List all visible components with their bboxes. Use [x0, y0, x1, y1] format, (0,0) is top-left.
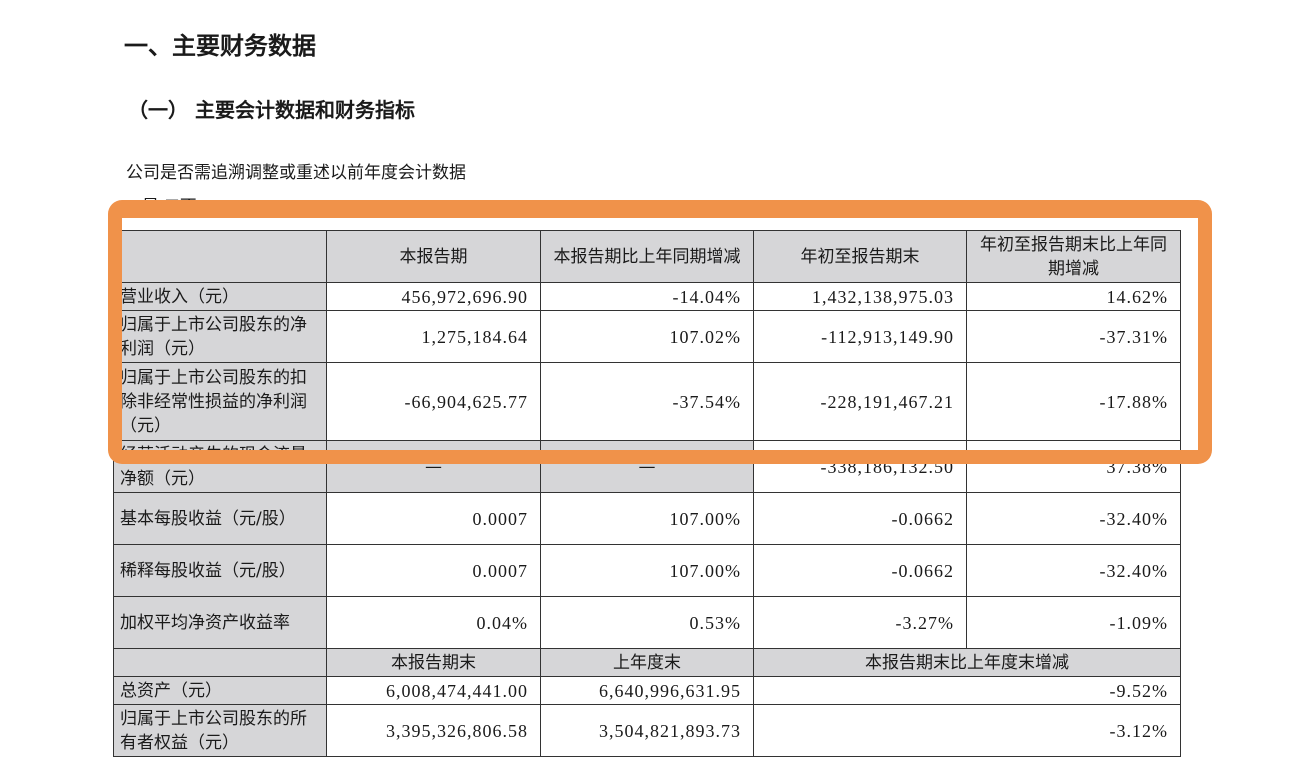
row-label: 加权平均净资产收益率	[113, 596, 327, 649]
question-text: 公司是否需追溯调整或重述以前年度会计数据	[126, 163, 466, 183]
value-cell: 0.0007	[326, 492, 541, 545]
value-cell: -0.0662	[753, 492, 967, 545]
value-cell: -3.27%	[753, 596, 967, 649]
row-label: 归属于上市公司股东的扣除非经常性损益的净利润（元）	[113, 362, 327, 441]
value-cell: 3,395,326,806.58	[326, 704, 541, 757]
row-label: 营业收入（元）	[113, 282, 327, 311]
section-title: 一、主要财务数据	[124, 32, 316, 60]
value-cell: 0.53%	[540, 596, 754, 649]
value-cell: 6,640,996,631.95	[540, 676, 754, 705]
value-cell: -66,904,625.77	[326, 362, 541, 441]
value-cell: 14.62%	[966, 282, 1181, 311]
value-cell: 107.00%	[540, 544, 754, 597]
value-cell: 37.38%	[966, 440, 1181, 493]
value-cell: -14.04%	[540, 282, 754, 311]
header-cell: 本报告期末	[326, 648, 541, 677]
row-label: 基本每股收益（元/股）	[113, 492, 327, 545]
value-cell: -17.88%	[966, 362, 1181, 441]
table-row: 归属于上市公司股东的所有者权益（元） 3,395,326,806.58 3,50…	[113, 704, 1181, 757]
header-cell: 本报告期比上年同期增减	[540, 230, 754, 283]
header-cell	[113, 230, 327, 283]
financial-data-table: 本报告期 本报告期比上年同期增减 年初至报告期末 年初至报告期末比上年同期增减 …	[113, 230, 1181, 757]
value-cell: -32.40%	[966, 544, 1181, 597]
subsection-title: （一） 主要会计数据和财务指标	[128, 98, 415, 122]
value-cell: —	[540, 440, 754, 493]
table-row: 基本每股收益（元/股） 0.0007 107.00% -0.0662 -32.40%	[113, 492, 1181, 545]
value-cell: 0.04%	[326, 596, 541, 649]
header-cell: 年初至报告期末比上年同期增减	[966, 230, 1181, 283]
value-cell: -338,186,132.50	[753, 440, 967, 493]
table-subheader-row: 本报告期末 上年度末 本报告期末比上年度末增减	[113, 648, 1181, 677]
table-row: 稀释每股收益（元/股） 0.0007 107.00% -0.0662 -32.40%	[113, 544, 1181, 597]
value-cell: 107.02%	[540, 310, 754, 363]
header-cell: 上年度末	[540, 648, 754, 677]
row-label: 经营活动产生的现金流量净额（元）	[113, 440, 327, 493]
table-row: 归属于上市公司股东的扣除非经常性损益的净利润（元） -66,904,625.77-…	[113, 362, 1181, 441]
value-cell: 3,504,821,893.73	[540, 704, 754, 757]
value-cell: 1,275,184.64	[326, 310, 541, 363]
table-row: 归属于上市公司股东的净利润（元） 1,275,184.64 107.02% -112,…	[113, 310, 1181, 363]
value-cell: -0.0662	[753, 544, 967, 597]
header-cell: 本报告期	[326, 230, 541, 283]
value-cell: —	[326, 440, 541, 493]
row-label: 稀释每股收益（元/股）	[113, 544, 327, 597]
value-cell: 0.0007	[326, 544, 541, 597]
row-label: 归属于上市公司股东的所有者权益（元）	[113, 704, 327, 757]
value-cell: -9.52%	[753, 676, 1181, 705]
value-cell: 456,972,696.90	[326, 282, 541, 311]
table-row: 总资产（元） 6,008,474,441.00 6,640,996,631.95…	[113, 676, 1181, 705]
table-header-row: 本报告期 本报告期比上年同期增减 年初至报告期末 年初至报告期末比上年同期增减	[113, 230, 1181, 283]
value-cell: -112,913,149.90	[753, 310, 967, 363]
value-cell: -37.54%	[540, 362, 754, 441]
header-cell	[113, 648, 327, 677]
header-cell: 年初至报告期末	[753, 230, 967, 283]
value-cell: 6,008,474,441.00	[326, 676, 541, 705]
value-cell: -1.09%	[966, 596, 1181, 649]
row-label: 总资产（元）	[113, 676, 327, 705]
value-cell: -3.12%	[753, 704, 1181, 757]
value-cell: -32.40%	[966, 492, 1181, 545]
header-cell: 本报告期末比上年度末增减	[753, 648, 1181, 677]
value-cell: -37.31%	[966, 310, 1181, 363]
row-label: 归属于上市公司股东的净利润（元）	[113, 310, 327, 363]
table-row: 营业收入（元） 456,972,696.90 -14.04% 1,432,138,97…	[113, 282, 1181, 311]
table-row: 经营活动产生的现金流量净额（元） — — -338,186,132.50 37.38%	[113, 440, 1181, 493]
value-cell: 1,432,138,975.03	[753, 282, 967, 311]
value-cell: 107.00%	[540, 492, 754, 545]
value-cell: -228,191,467.21	[753, 362, 967, 441]
answer-text: □是 ☑否	[126, 197, 197, 217]
table-row: 加权平均净资产收益率 0.04% 0.53% -3.27% -1.09%	[113, 596, 1181, 649]
